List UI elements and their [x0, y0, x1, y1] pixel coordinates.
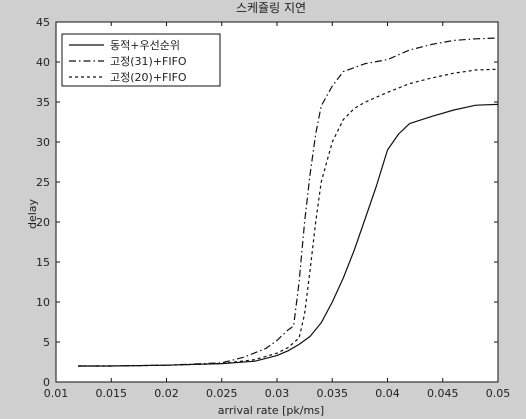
chart-title: 스케쥴링 지연	[236, 1, 306, 15]
x-axis-label: arrival rate [pk/ms]	[218, 404, 324, 417]
y-tick-label: 30	[36, 136, 50, 149]
legend: 동적+우선순위 고정(31)+FIFO 고정(20)+FIFO	[61, 33, 221, 87]
x-tick-label: 0.01	[44, 387, 69, 400]
y-axis-label: delay	[26, 198, 39, 229]
y-tick-label: 25	[36, 176, 50, 189]
y-axis: 0 5 10 15 20 25 30 35 40 45	[36, 16, 498, 389]
x-tick-label: 0.02	[154, 387, 179, 400]
y-tick-label: 10	[36, 296, 50, 309]
x-tick-label: 0.04	[375, 387, 400, 400]
x-tick-label: 0.045	[427, 387, 459, 400]
legend-label-2: 고정(31)+FIFO	[110, 55, 187, 68]
series-line-1	[78, 103, 499, 367]
x-tick-label: 0.03	[265, 387, 290, 400]
legend-label-3: 고정(20)+FIFO	[110, 71, 187, 84]
x-axis: 0.01 0.015 0.02 0.025 0.03 0.035 0.04 0.045 0.05	[44, 22, 511, 400]
y-tick-label: 40	[36, 56, 50, 69]
y-tick-label: 0	[43, 376, 50, 389]
series-line-3	[78, 68, 499, 367]
x-tick-label: 0.025	[206, 387, 238, 400]
series-layer	[78, 37, 499, 367]
x-tick-label: 0.05	[486, 387, 511, 400]
series-line-2	[78, 37, 499, 367]
y-tick-label: 5	[43, 336, 50, 349]
y-tick-label: 45	[36, 16, 50, 29]
y-tick-label: 15	[36, 256, 50, 269]
x-tick-label: 0.015	[96, 387, 128, 400]
x-tick-label: 0.035	[317, 387, 349, 400]
legend-label-1: 동적+우선순위	[110, 39, 180, 52]
y-tick-label: 20	[36, 216, 50, 229]
y-tick-label: 35	[36, 96, 50, 109]
